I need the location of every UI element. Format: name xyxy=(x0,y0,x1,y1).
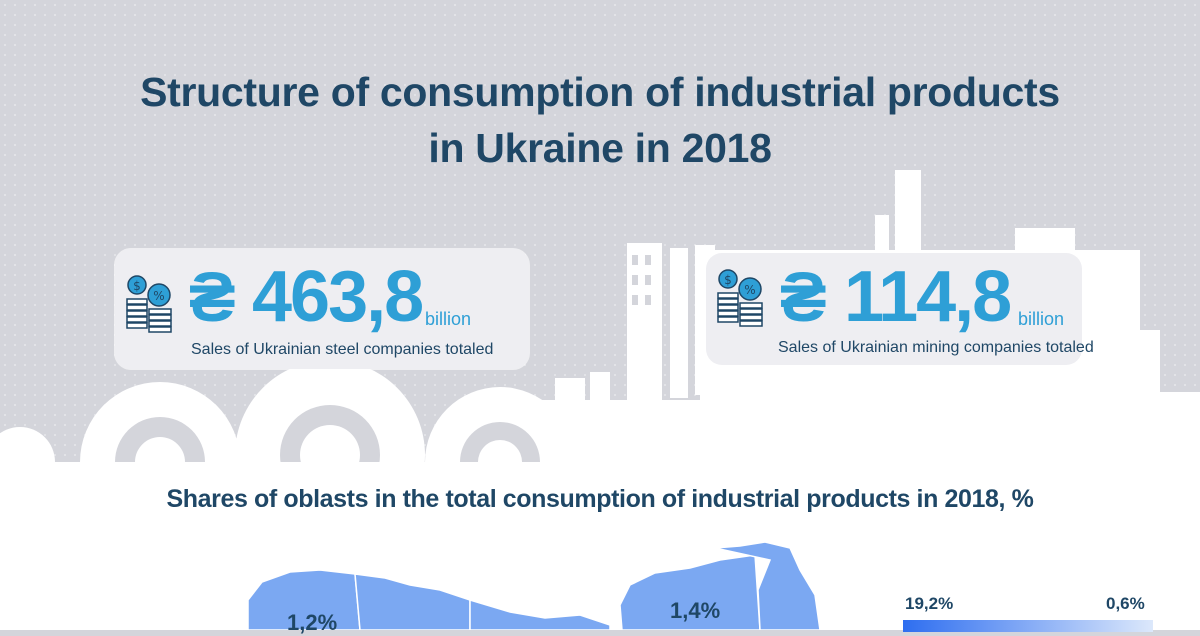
mining-sales-amount: 114,8 xyxy=(844,257,1012,337)
title-line-1: Structure of consumption of industrial p… xyxy=(140,69,1060,115)
currency-symbol: ₴ xyxy=(780,258,827,336)
oblast-region xyxy=(247,569,361,630)
legend-max-value: 19,2% xyxy=(905,594,954,613)
ukraine-oblast-map xyxy=(247,541,821,630)
steel-sales-unit: billion xyxy=(425,309,472,329)
currency-symbol: ₴ xyxy=(189,258,236,336)
svg-text:$: $ xyxy=(133,279,141,293)
legend-color-scale xyxy=(903,620,1153,632)
money-coins-icon: $ % xyxy=(717,269,763,327)
legend-min-value: 0,6% xyxy=(1106,594,1145,613)
oblast-region xyxy=(354,573,471,630)
mining-sales-unit: billion xyxy=(1018,309,1065,329)
mining-sales-card: $ % ₴ 114,8 billion Sales of Ukrainian m… xyxy=(706,253,1094,365)
svg-text:%: % xyxy=(153,289,164,303)
oblast-region xyxy=(619,554,761,630)
oblast-region xyxy=(714,541,821,630)
map-subtitle: Shares of oblasts in the total consumpti… xyxy=(166,485,1034,513)
oblast-share-label: 1,4% xyxy=(670,598,721,623)
steel-sales-description: Sales of Ukrainian steel companies total… xyxy=(191,341,494,358)
svg-text:%: % xyxy=(744,283,755,297)
header-area xyxy=(0,0,1200,465)
svg-text:$: $ xyxy=(724,273,732,287)
map-area-background xyxy=(0,462,1200,630)
page-title: Structure of consumption of industrial p… xyxy=(0,64,1200,176)
steel-sales-amount: 463,8 xyxy=(252,257,424,337)
oblast-region xyxy=(469,598,611,630)
title-line-2: in Ukraine in 2018 xyxy=(428,125,772,171)
oblast-share-label: 1,2% xyxy=(287,610,338,635)
mining-sales-description: Sales of Ukrainian mining companies tota… xyxy=(778,339,1094,356)
money-coins-icon: $ % xyxy=(126,275,172,333)
steel-sales-card: $ % ₴ 463,8 billion Sales of Ukrainian s… xyxy=(115,249,529,369)
